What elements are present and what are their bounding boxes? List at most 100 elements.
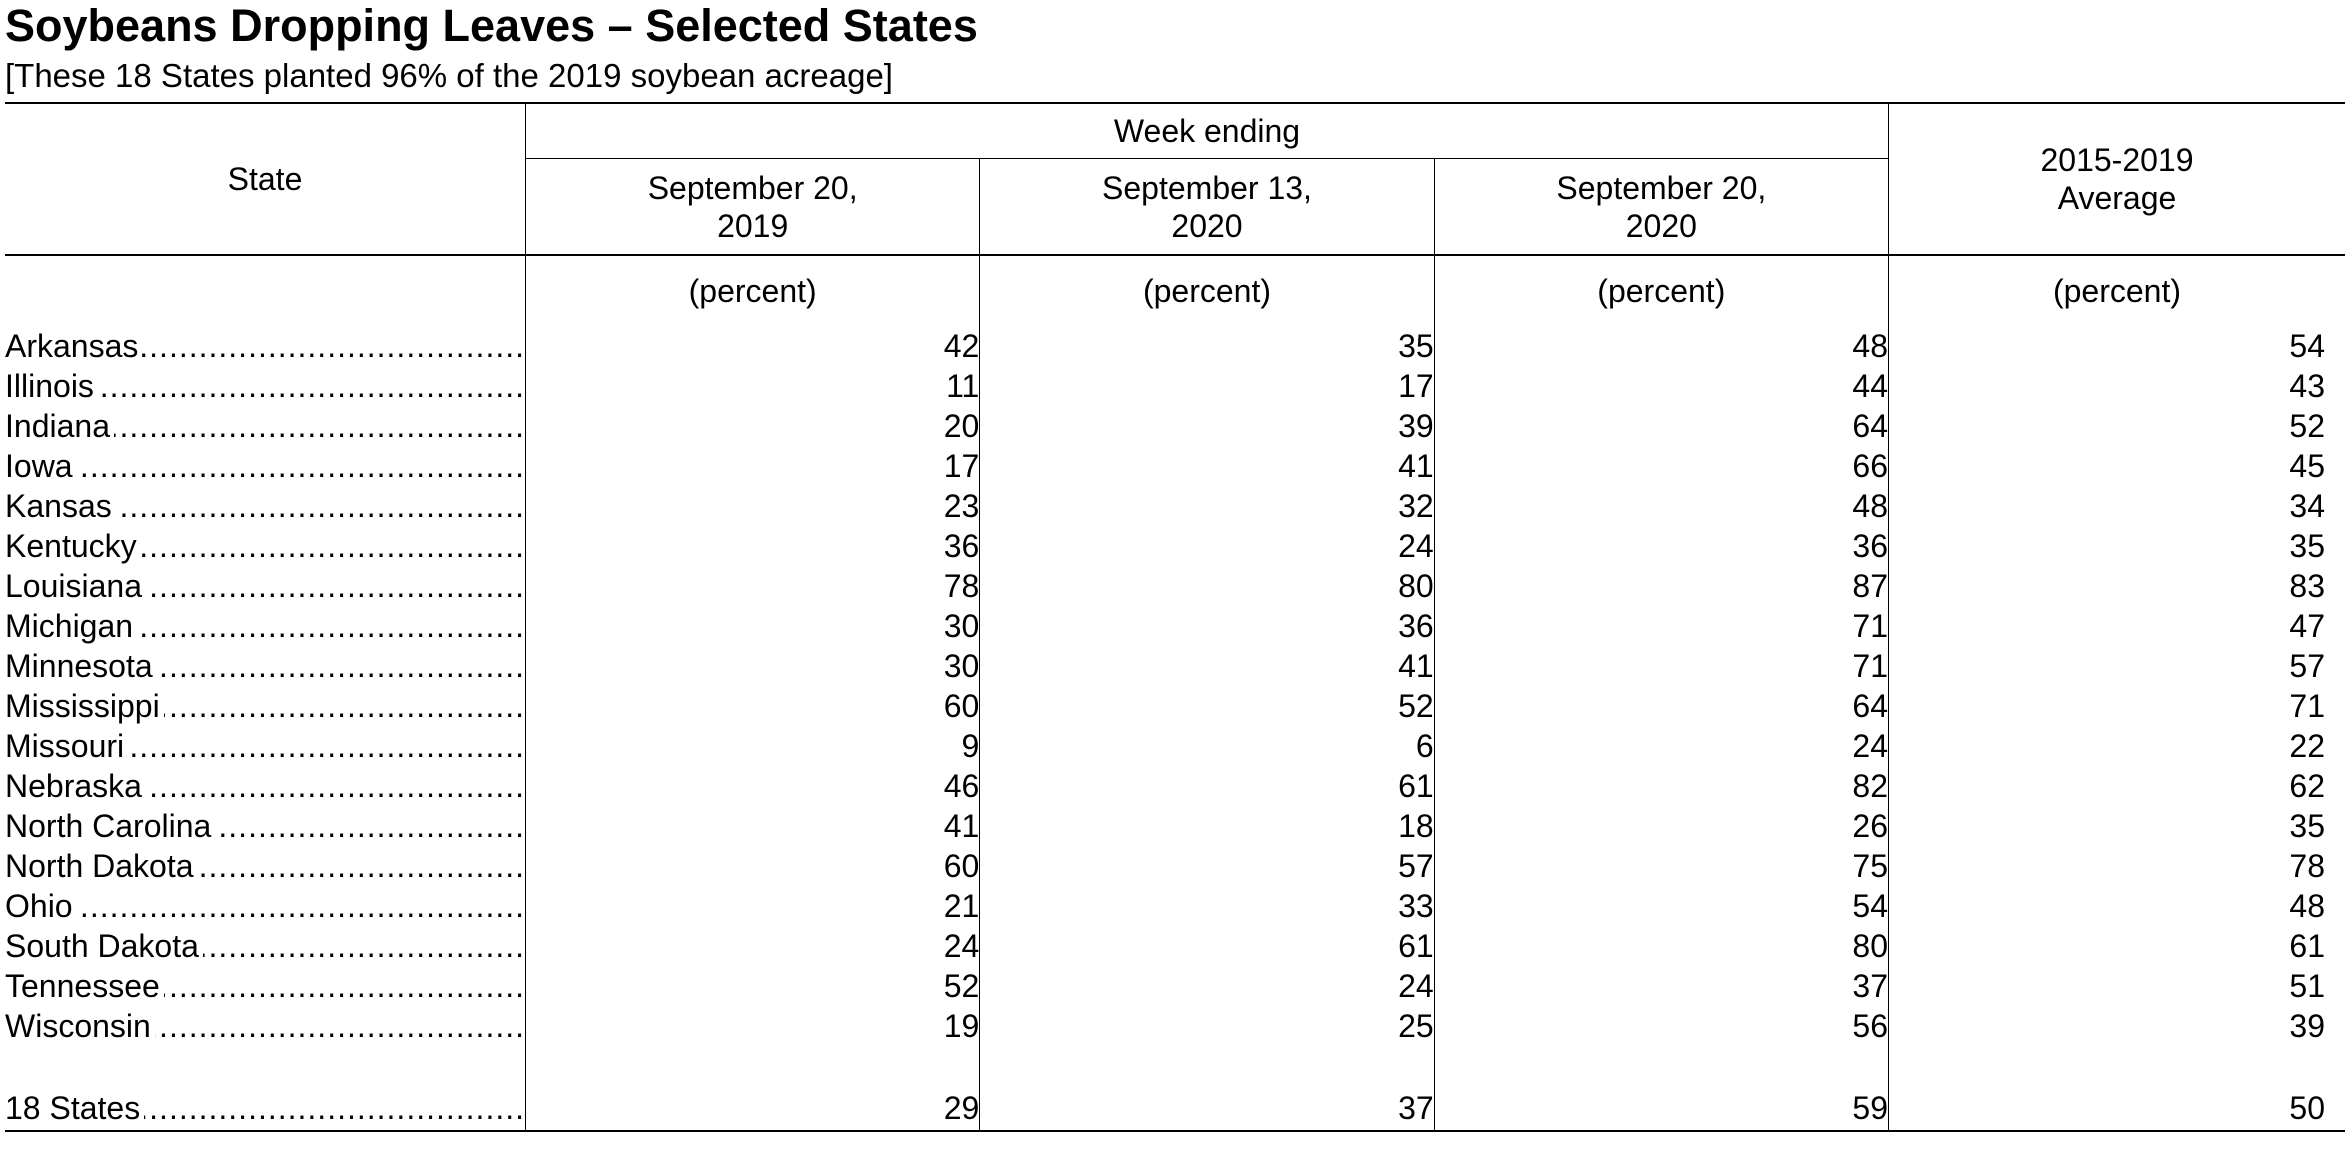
value-cell-avg: 50 bbox=[1888, 1086, 2345, 1132]
value-cell-v2019: 29 bbox=[525, 1086, 981, 1132]
value-cell-v2019: 60 bbox=[525, 846, 981, 886]
table-row: Mississippi.............................… bbox=[5, 686, 2345, 726]
state-cell: South Dakota............................… bbox=[5, 926, 526, 966]
value-cell-v2020b: 56 bbox=[1434, 1006, 1890, 1046]
leader-dots: ........................................… bbox=[146, 768, 525, 804]
column-header-line1: September 20, bbox=[1556, 169, 1767, 206]
state-cell-content: Ohio....................................… bbox=[5, 886, 525, 926]
state-cell: Indiana.................................… bbox=[5, 406, 526, 446]
column-header-sep20-2020: September 20, 2020 bbox=[1434, 158, 1890, 256]
value-cell-avg: 54 bbox=[2289, 328, 2325, 364]
spacer-cell bbox=[5, 1046, 526, 1086]
state-name: Missouri bbox=[5, 728, 125, 764]
value-cell-v2020a: 57 bbox=[979, 846, 1435, 886]
value-cell-v2020a: 52 bbox=[979, 686, 1435, 726]
state-cell: Missouri................................… bbox=[5, 726, 526, 766]
value-cell-v2019: 30 bbox=[525, 646, 981, 686]
value-cell-v2019: 41 bbox=[525, 806, 981, 846]
state-cell-content: Kansas..................................… bbox=[5, 486, 525, 526]
state-cell: Arkansas................................… bbox=[5, 326, 526, 366]
value-cell-avg: 22 bbox=[2289, 728, 2325, 764]
state-cell-content: Tennessee...............................… bbox=[5, 966, 525, 1006]
value-cell-avg: 52 bbox=[2289, 408, 2325, 444]
leader-dots: ........................................… bbox=[198, 848, 525, 884]
leader-dots: ........................................… bbox=[113, 408, 525, 444]
value-cell-v2020a: 41 bbox=[979, 446, 1435, 486]
state-cell: North Carolina..........................… bbox=[5, 806, 526, 846]
value-cell-v2019: 11 bbox=[525, 366, 981, 406]
state-name: Michigan bbox=[5, 608, 134, 644]
state-name: Indiana bbox=[5, 408, 110, 444]
leader-dots: ........................................… bbox=[137, 608, 525, 644]
unit-cell-blank bbox=[5, 255, 526, 326]
value-cell-v2019: 20 bbox=[525, 406, 981, 446]
state-name: Kentucky bbox=[5, 528, 137, 564]
state-name: Ohio bbox=[5, 888, 73, 924]
state-column-header: State bbox=[5, 102, 526, 256]
state-cell-content: Kentucky................................… bbox=[5, 526, 525, 566]
value-cell-v2020a: 25 bbox=[979, 1006, 1435, 1046]
state-name: Mississippi bbox=[5, 688, 160, 724]
spacer-cell bbox=[979, 1046, 1435, 1086]
leader-dots: ........................................… bbox=[155, 1008, 525, 1044]
spacer-cell bbox=[1889, 1046, 2346, 1086]
state-cell: Tennessee...............................… bbox=[5, 966, 526, 1006]
value-cell-avg: 34 bbox=[2289, 488, 2325, 524]
state-cell: Ohio....................................… bbox=[5, 886, 526, 926]
state-name: North Carolina bbox=[5, 808, 212, 844]
state-cell-content: North Carolina..........................… bbox=[5, 806, 525, 846]
value-cell-v2019: 36 bbox=[525, 526, 981, 566]
value-cell-v2020a: 32 bbox=[979, 486, 1435, 526]
table-body: (percent) (percent) (percent) (percent) … bbox=[5, 255, 2346, 1132]
value-cell-v2020a: 35 bbox=[979, 326, 1435, 366]
table-row: Nebraska................................… bbox=[5, 766, 2345, 806]
column-header-line2: 2020 bbox=[1625, 207, 1697, 244]
column-header-line1: September 13, bbox=[1102, 169, 1312, 206]
average-column-header: 2015-2019 Average bbox=[1888, 102, 2345, 256]
soybean-table: State Week ending 2015-2019 Average Sept… bbox=[5, 102, 2345, 1132]
value-cell-v2020a: 80 bbox=[979, 566, 1435, 606]
state-name: Nebraska bbox=[5, 768, 142, 804]
value-cell-v2020a: 24 bbox=[979, 526, 1435, 566]
unit-cell: (percent) bbox=[525, 255, 981, 326]
value-cell-v2020b: 82 bbox=[1434, 766, 1890, 806]
value-cell-v2019: 60 bbox=[525, 686, 981, 726]
value-cell-v2020a: 37 bbox=[979, 1086, 1435, 1132]
value-cell-v2019: 52 bbox=[525, 966, 981, 1006]
value-cell-v2020b: 48 bbox=[1434, 326, 1890, 366]
value-cell-v2020a: 24 bbox=[979, 966, 1435, 1006]
total-row: 18 States...............................… bbox=[5, 1086, 2345, 1132]
table-row: North Carolina..........................… bbox=[5, 806, 2345, 846]
state-cell-content: Mississippi.............................… bbox=[5, 686, 525, 726]
state-cell-content: Missouri................................… bbox=[5, 726, 525, 766]
state-name: Tennessee bbox=[5, 968, 160, 1004]
average-header-line2: Average bbox=[2057, 180, 2177, 216]
state-cell-content: Minnesota...............................… bbox=[5, 646, 525, 686]
value-cell-v2019: 21 bbox=[525, 886, 981, 926]
table-row: North Dakota............................… bbox=[5, 846, 2345, 886]
value-cell-v2020b: 87 bbox=[1434, 566, 1890, 606]
unit-cell: (percent) bbox=[979, 255, 1435, 326]
value-cell-v2020b: 71 bbox=[1434, 606, 1890, 646]
value-cell-avg: 57 bbox=[2289, 648, 2325, 684]
column-header-sep20-2019: September 20, 2019 bbox=[525, 158, 981, 256]
value-cell-v2019: 23 bbox=[525, 486, 981, 526]
value-cell-v2020b: 36 bbox=[1434, 526, 1890, 566]
state-name: Kansas bbox=[5, 488, 112, 524]
state-cell-content: Nebraska................................… bbox=[5, 766, 525, 806]
leader-dots: ........................................… bbox=[144, 1090, 525, 1126]
table-row: Indiana.................................… bbox=[5, 406, 2345, 446]
value-cell-v2019: 78 bbox=[525, 566, 981, 606]
value-cell-avg: 61 bbox=[2289, 928, 2325, 964]
state-name: Illinois bbox=[5, 368, 94, 404]
value-cell-v2020b: 24 bbox=[1434, 726, 1890, 766]
value-cell-v2019: 24 bbox=[525, 926, 981, 966]
state-name: South Dakota bbox=[5, 928, 199, 964]
value-cell-v2020a: 18 bbox=[979, 806, 1435, 846]
value-cell-avg: 83 bbox=[2289, 568, 2325, 604]
value-cell-v2020b: 59 bbox=[1434, 1086, 1890, 1132]
leader-dots: ........................................… bbox=[142, 328, 525, 364]
page-subtitle: [These 18 States planted 96% of the 2019… bbox=[5, 57, 893, 94]
leader-dots: ........................................… bbox=[77, 448, 525, 484]
state-cell-content: Indiana.................................… bbox=[5, 406, 525, 446]
